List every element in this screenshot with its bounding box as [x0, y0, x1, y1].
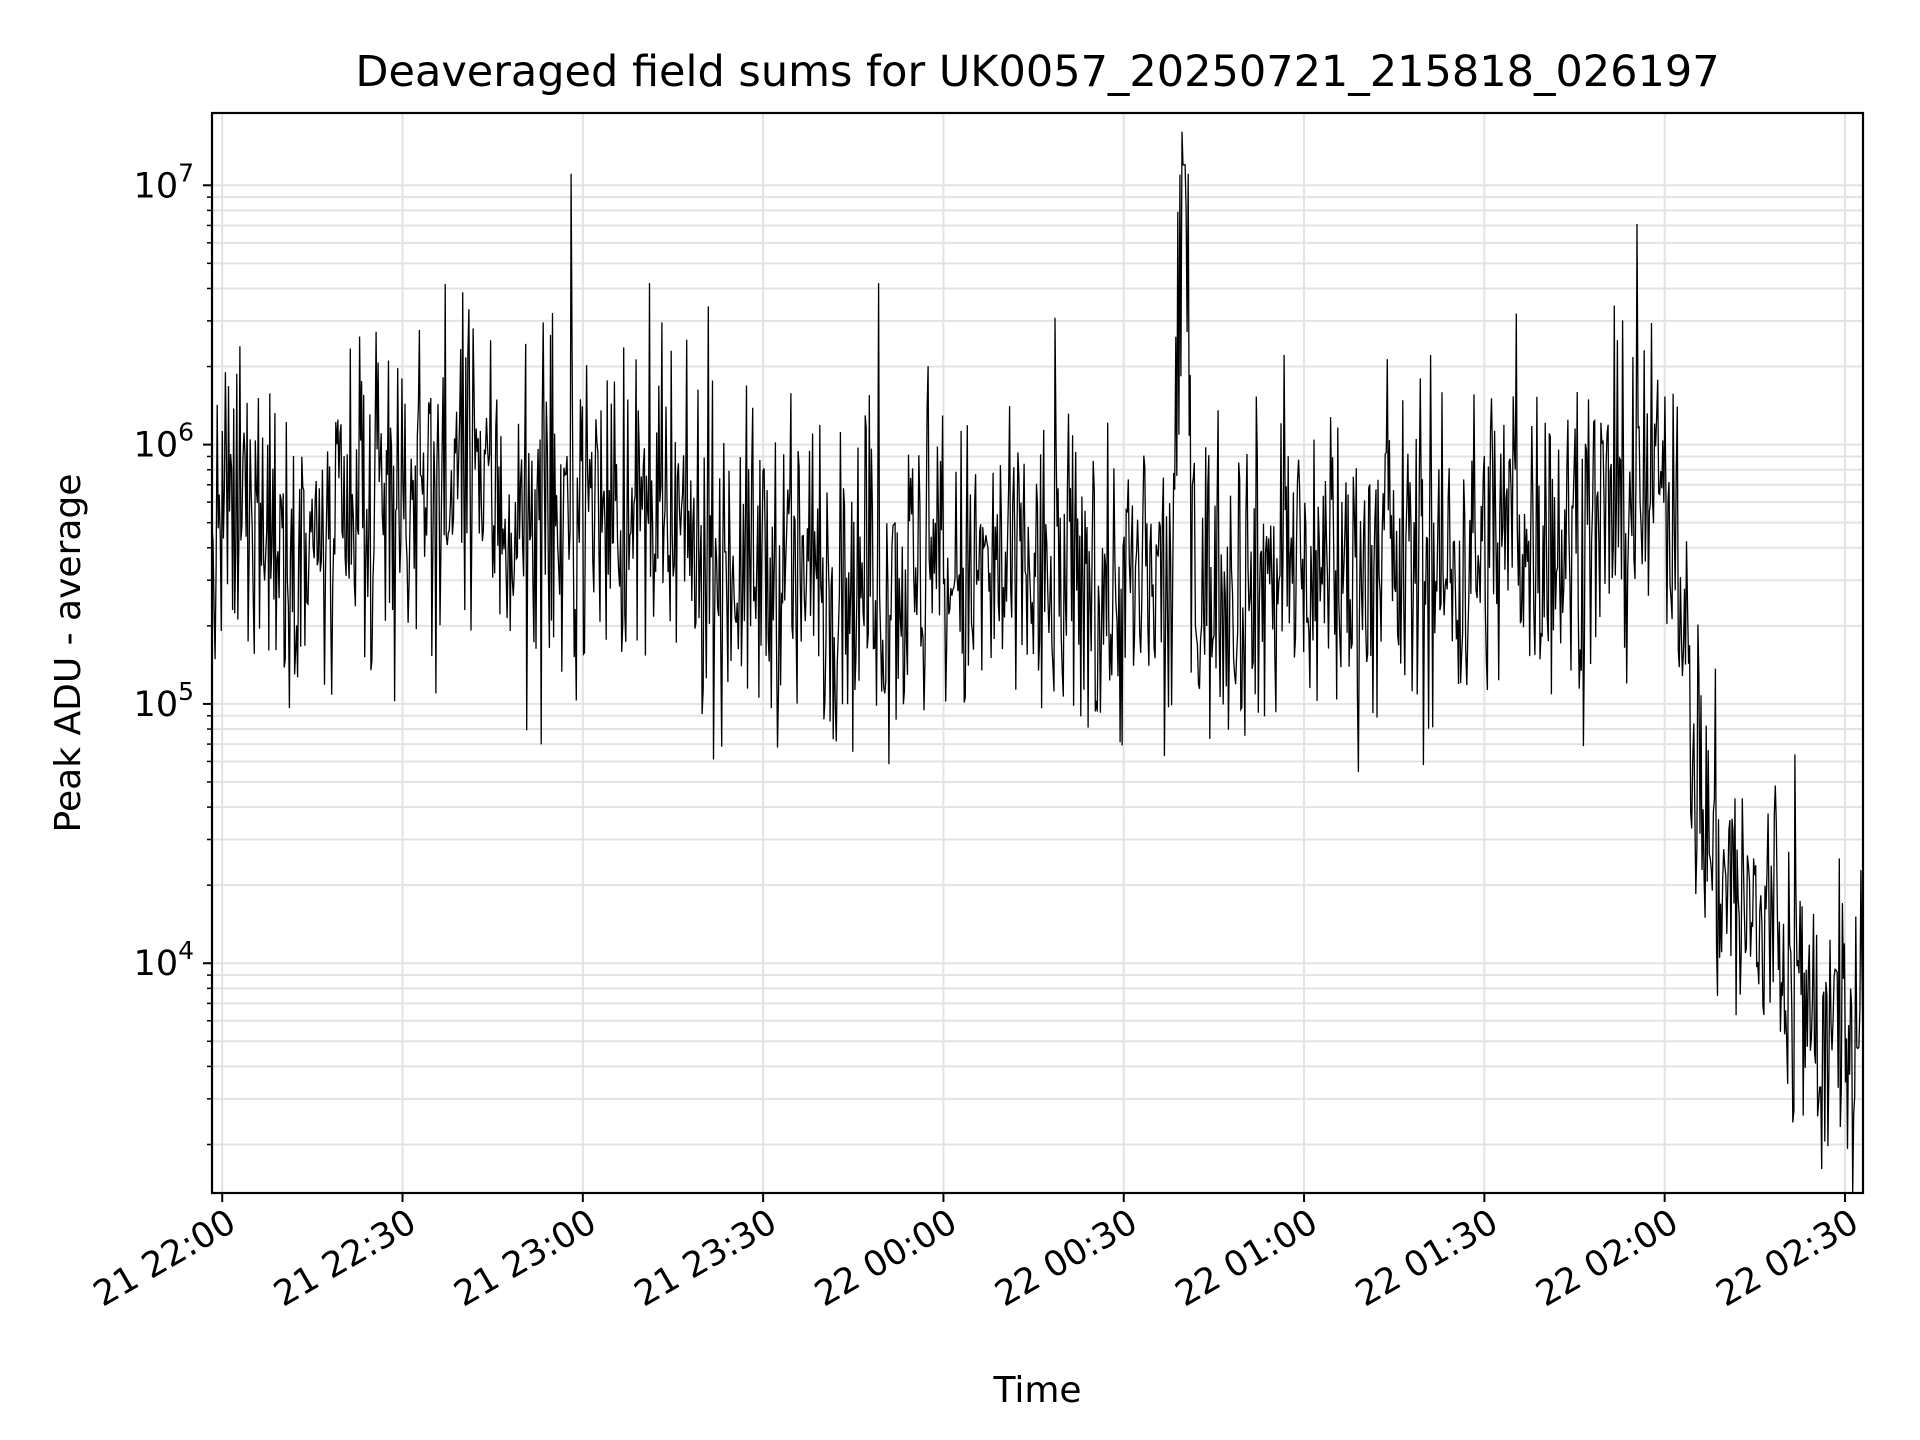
x-tick-label: 22 00:00 [808, 1202, 964, 1315]
y-tick-label-base: 10 [134, 166, 179, 206]
y-tick-label: 106 [134, 418, 194, 466]
series-line [211, 131, 1864, 1194]
y-tick-label-exponent: 6 [178, 418, 194, 447]
y-tick-label: 104 [134, 936, 194, 984]
plot-frame [210, 111, 1865, 1195]
y-tick-label-base: 10 [134, 685, 179, 725]
series-layer [211, 131, 1864, 1194]
x-tick-label: 21 23:00 [448, 1202, 604, 1315]
y-tick-label-exponent: 5 [178, 677, 194, 706]
x-tick-label: 22 02:00 [1530, 1202, 1686, 1315]
y-tick-label-base: 10 [134, 426, 179, 466]
x-tick-label: 22 01:00 [1169, 1202, 1325, 1315]
x-tick-label: 22 01:30 [1349, 1202, 1505, 1315]
x-axis-label: Time [992, 1370, 1081, 1411]
x-tick-label: 22 02:30 [1710, 1202, 1866, 1315]
y-axis-label: Peak ADU - average [48, 474, 89, 833]
y-tick-label-base: 10 [134, 944, 179, 984]
x-tick-label: 22 00:30 [989, 1202, 1145, 1315]
x-tick-label: 21 22:30 [267, 1202, 423, 1315]
x-tick-label: 21 22:00 [87, 1202, 243, 1315]
y-tick-label-exponent: 4 [178, 936, 194, 965]
chart-title: Deaveraged field sums for UK0057_2025072… [355, 47, 1719, 97]
y-tick-label-exponent: 7 [178, 158, 194, 187]
y-tick-label: 107 [134, 158, 194, 206]
grid-layer [212, 113, 1863, 1193]
y-tick-label: 105 [134, 677, 194, 725]
x-tick-label: 21 23:30 [628, 1202, 784, 1315]
